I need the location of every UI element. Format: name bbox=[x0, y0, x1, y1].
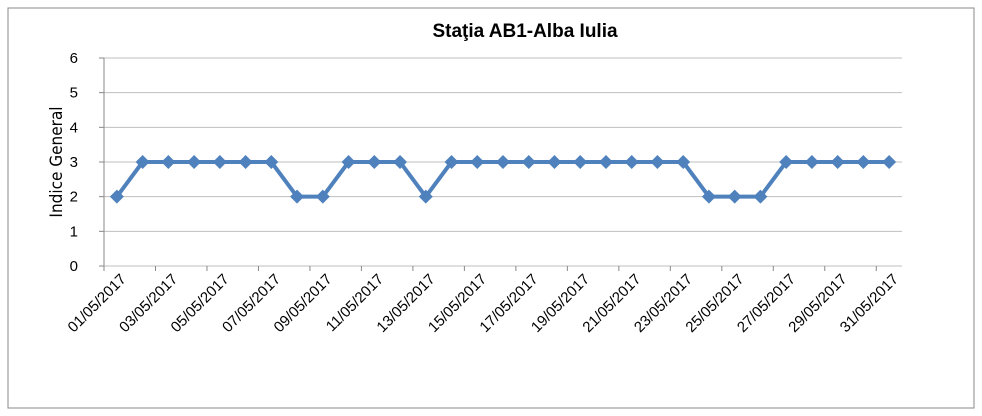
y-tick-label: 1 bbox=[70, 223, 78, 240]
data-marker bbox=[341, 155, 356, 169]
data-marker bbox=[238, 155, 253, 169]
data-marker bbox=[598, 155, 613, 169]
data-marker bbox=[521, 155, 536, 169]
data-marker bbox=[109, 189, 124, 204]
data-marker bbox=[804, 155, 819, 169]
data-marker bbox=[856, 155, 871, 169]
data-marker bbox=[212, 155, 227, 169]
data-marker bbox=[830, 155, 845, 169]
chart-title: Staţia AB1-Alba Iulia bbox=[432, 21, 618, 42]
y-axis-label: Indice General bbox=[47, 106, 67, 217]
data-marker bbox=[290, 189, 305, 204]
data-marker bbox=[701, 189, 716, 204]
y-tick-label: 5 bbox=[70, 85, 78, 102]
data-marker bbox=[547, 155, 562, 169]
chart-border bbox=[7, 7, 975, 409]
y-tick-label: 6 bbox=[70, 50, 78, 67]
data-marker bbox=[470, 155, 485, 169]
data-marker bbox=[393, 155, 408, 169]
data-marker bbox=[676, 155, 691, 169]
data-marker bbox=[264, 155, 279, 169]
data-marker bbox=[444, 155, 459, 169]
data-marker bbox=[418, 189, 433, 204]
data-marker bbox=[161, 155, 176, 169]
data-marker bbox=[779, 155, 794, 169]
y-tick-label: 4 bbox=[70, 119, 78, 136]
data-marker bbox=[496, 155, 510, 169]
data-marker bbox=[650, 155, 665, 169]
data-marker bbox=[753, 189, 768, 204]
data-marker bbox=[573, 155, 588, 169]
data-marker bbox=[624, 155, 639, 169]
y-tick-label: 0 bbox=[70, 258, 78, 275]
y-tick-label: 2 bbox=[70, 189, 78, 206]
y-tick-label: 3 bbox=[70, 154, 78, 171]
data-marker bbox=[882, 155, 897, 169]
data-marker bbox=[727, 189, 742, 204]
data-marker bbox=[315, 189, 330, 204]
data-marker bbox=[135, 155, 150, 169]
data-marker bbox=[367, 155, 382, 169]
data-marker bbox=[187, 155, 202, 169]
